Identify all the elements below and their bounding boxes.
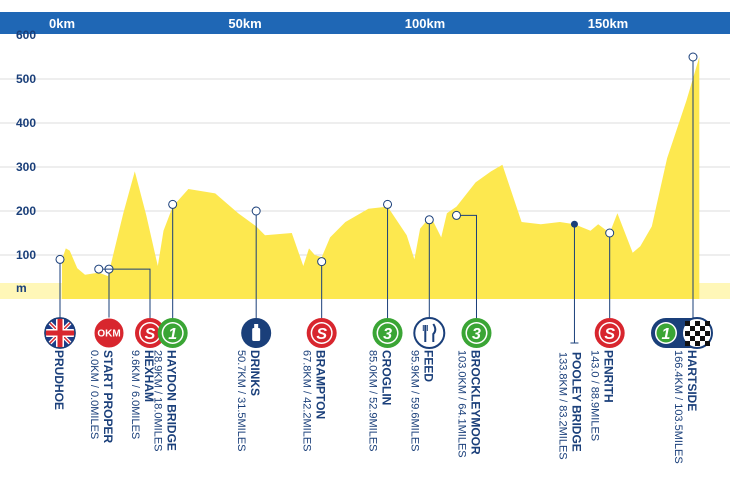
marker-dot xyxy=(688,52,698,62)
elevation-profile-area xyxy=(62,57,700,299)
waypoint-name: START PROPER xyxy=(101,350,115,443)
sprint-label: S xyxy=(316,326,327,343)
waypoint-distance: 85.0KM / 52.9MILES xyxy=(367,350,379,452)
waypoint-distance: 67.8KM / 42.2MILES xyxy=(301,350,313,452)
distance-tick-label: 150km xyxy=(588,16,628,31)
sprint-icon: S xyxy=(306,318,337,348)
waypoint-distance: 28.9KM / 18.0MILES xyxy=(152,350,164,452)
sprint-label: S xyxy=(145,326,156,343)
waypoint-name: HAYDON BRIDGE xyxy=(165,350,179,451)
marker-line xyxy=(98,268,151,318)
distance-header-bar xyxy=(0,12,730,34)
marker-dot xyxy=(451,210,461,220)
start-okm-label: OKM xyxy=(97,329,120,340)
marker-dot xyxy=(94,264,104,274)
marker-dot xyxy=(424,215,434,225)
waypoint-name: POOLEY BRIDGE xyxy=(569,352,583,452)
elevation-tick-label: 200 xyxy=(16,204,36,218)
distance-tick-label: 50km xyxy=(228,16,261,31)
waypoint-distance: 103.0KM / 64.1MILES xyxy=(455,350,467,458)
marker-dot xyxy=(317,257,327,267)
climb-category-label: 1 xyxy=(662,326,671,343)
elevation-tick-label: 600 xyxy=(16,28,36,42)
sprint-icon: S xyxy=(135,318,165,348)
waypoint-distance: 166.4KM / 103.5MILES xyxy=(672,350,684,464)
waypoint-name: HEXHAM xyxy=(142,350,156,402)
marker-dot xyxy=(251,206,261,216)
sprint-icon: S xyxy=(594,318,625,348)
climb-category-label: 1 xyxy=(168,326,177,343)
waypoint-prudhoe: PRUDHOE xyxy=(44,254,76,410)
distance-tick-label: 0km xyxy=(49,16,75,31)
elevation-tick-label: 500 xyxy=(16,72,36,86)
climb-category-label: 3 xyxy=(472,326,481,343)
marker-dot xyxy=(605,228,615,238)
uk-flag-icon xyxy=(44,317,76,349)
waypoint-name: PRUDHOE xyxy=(52,350,66,410)
waypoint-name: DRINKS xyxy=(248,350,262,396)
drinks-icon xyxy=(241,318,272,348)
waypoint-name: BRAMPTON xyxy=(314,350,328,419)
elevation-tick-label: 400 xyxy=(16,116,36,130)
marker-dot xyxy=(168,199,178,209)
climb-cat3-icon: 3 xyxy=(461,318,492,348)
elevation-tick-label: m xyxy=(16,281,27,295)
waypoint-name: FEED xyxy=(421,350,435,382)
waypoint-name: HARTSIDE xyxy=(685,350,699,411)
marker-dot xyxy=(55,254,65,264)
waypoint-distance: 50.7KM / 31.5MILES xyxy=(235,350,247,452)
marker-dot xyxy=(383,199,393,209)
feed-icon xyxy=(413,317,446,349)
waypoint-distance: 95.9KM / 59.6MILES xyxy=(408,350,420,452)
elevation-tick-label: 300 xyxy=(16,160,36,174)
climb-category-label: 3 xyxy=(383,326,392,343)
waypoint-distance: 9.6KM / 6.0MILES xyxy=(129,350,141,439)
climb-cat1-finish-icon: 1 xyxy=(651,317,713,349)
waypoint-distance: 133.8KM / 83.2MILES xyxy=(556,352,568,460)
climb-cat1-icon: 1 xyxy=(157,318,188,348)
elevation-tick-label: 100 xyxy=(16,248,36,262)
waypoint-distance: 143.0 / 88.9MILES xyxy=(589,350,601,441)
start-okm-icon: OKM xyxy=(93,317,125,349)
marker-line xyxy=(456,214,477,318)
sprint-label: S xyxy=(604,326,615,343)
waypoint-distance: 0.0KM / 0.0MILES xyxy=(88,350,100,439)
waypoint-name: CROGLIN xyxy=(380,350,394,405)
waypoint-name: BROCKLEYMOOR xyxy=(468,350,482,455)
climb-cat3-icon: 3 xyxy=(372,318,403,348)
waypoint-name: PENRITH xyxy=(602,350,616,403)
marker-dot xyxy=(570,220,578,228)
distance-tick-label: 100km xyxy=(405,16,445,31)
